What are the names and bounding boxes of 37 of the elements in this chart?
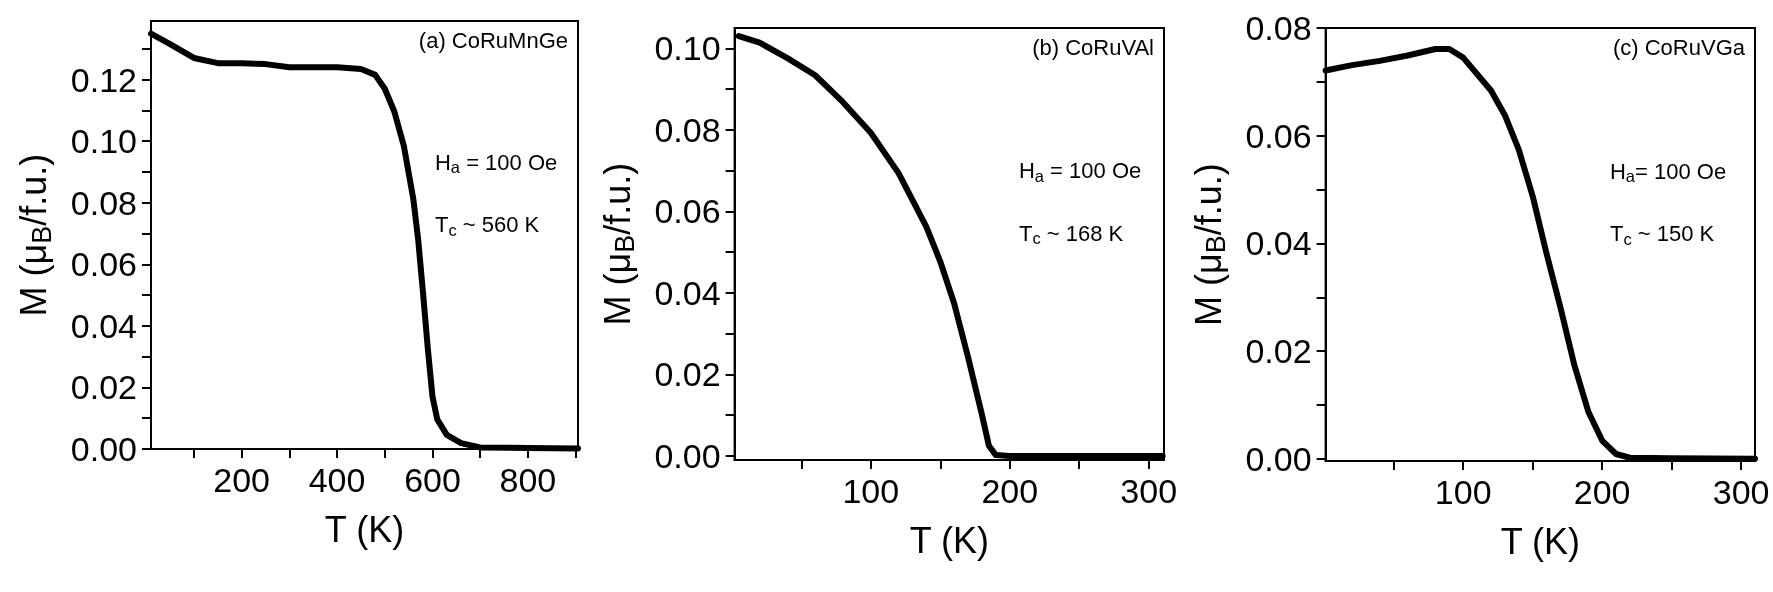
- x-tick-label: 300: [1712, 473, 1770, 511]
- x-tick-label: 400: [308, 461, 366, 499]
- y-tick-label: 0.02: [1245, 332, 1312, 371]
- x-tick-label: 300: [1120, 472, 1178, 510]
- x-tick-label: 200: [213, 461, 271, 499]
- y-tick-label: 0.10: [654, 29, 721, 68]
- y-axis-title: M (μB/f.u.): [1187, 163, 1232, 326]
- x-tick-label: 200: [1573, 473, 1631, 511]
- x-tick-label: 200: [981, 472, 1039, 510]
- y-tick-label: 0.04: [1245, 224, 1312, 263]
- y-tick-label: 0.00: [1245, 439, 1312, 478]
- y-tick-label: 0.08: [70, 183, 137, 222]
- y-tick-label: 0.06: [70, 245, 137, 284]
- annotation: (c) CoRuVGa: [1612, 34, 1746, 60]
- y-tick-label: 0.06: [1245, 116, 1312, 155]
- x-tick-label: 600: [404, 461, 461, 499]
- y-axis-title: M (μB/f.u.): [596, 162, 641, 326]
- y-tick-label: 0.04: [654, 273, 721, 312]
- x-tick-label: 800: [499, 461, 557, 499]
- annotation: (a) CoRuMnGe: [418, 27, 568, 53]
- y-tick-label: 0.08: [1245, 9, 1312, 47]
- x-axis-title: T (K): [1500, 520, 1580, 562]
- y-tick-label: 0.04: [70, 306, 137, 345]
- y-tick-label: 0.00: [70, 430, 137, 468]
- y-tick-label: 0.02: [654, 355, 721, 394]
- x-tick-label: 100: [842, 472, 900, 510]
- y-tick-label: 0.00: [654, 436, 721, 475]
- x-axis-title: T (K): [324, 508, 405, 550]
- x-axis-title: T (K): [909, 519, 989, 561]
- y-tick-label: 0.08: [654, 110, 721, 149]
- y-tick-label: 0.02: [70, 368, 137, 407]
- y-axis-title: M (μB/f.u.): [12, 153, 57, 317]
- x-tick-label: 100: [1434, 473, 1492, 511]
- y-tick-label: 0.12: [70, 60, 137, 99]
- y-tick-label: 0.10: [70, 122, 137, 161]
- annotation: (b) CoRuVAl: [1032, 34, 1155, 60]
- y-tick-label: 0.06: [654, 192, 721, 231]
